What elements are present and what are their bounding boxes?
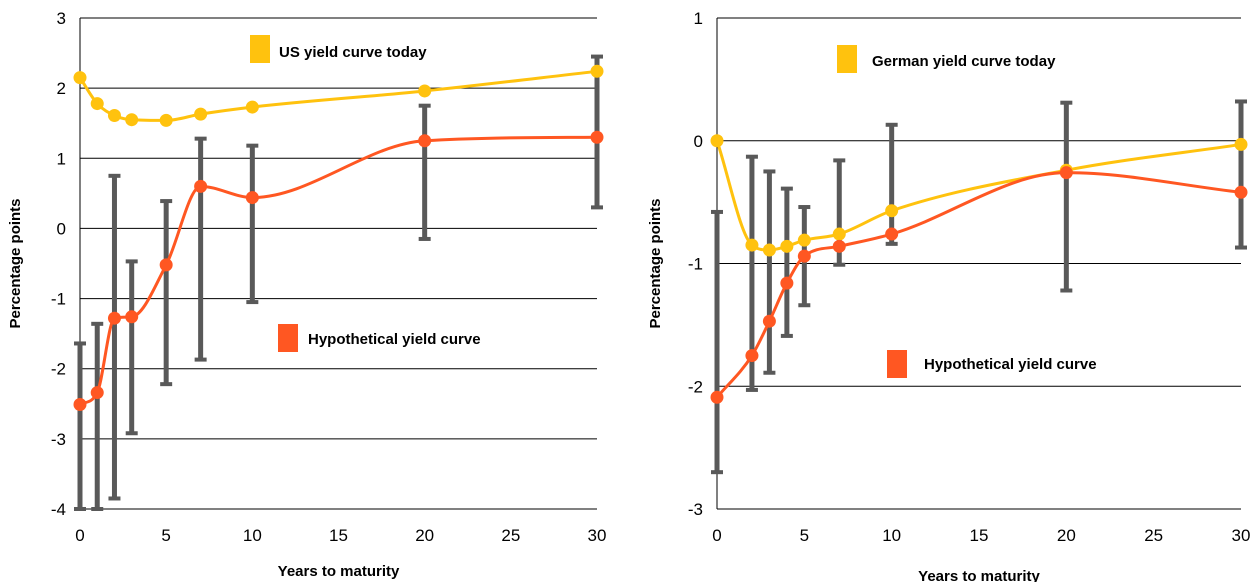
data-point bbox=[832, 239, 846, 253]
y-axis-title: Percentage points bbox=[7, 198, 24, 328]
data-point bbox=[885, 227, 899, 241]
x-tick-label: 10 bbox=[882, 526, 901, 545]
data-point bbox=[590, 130, 604, 144]
x-axis-title: Years to maturity bbox=[278, 563, 400, 580]
data-point bbox=[762, 243, 776, 257]
data-point bbox=[745, 238, 759, 252]
legend-swatch bbox=[887, 350, 907, 378]
y-tick-label: 1 bbox=[694, 9, 703, 28]
data-point bbox=[194, 179, 208, 193]
legend-label: Hypothetical yield curve bbox=[308, 331, 481, 348]
y-tick-label: 1 bbox=[57, 149, 66, 168]
x-tick-label: 20 bbox=[415, 526, 434, 545]
data-point bbox=[710, 134, 724, 148]
y-tick-label: -3 bbox=[51, 430, 66, 449]
y-tick-label: 3 bbox=[57, 9, 66, 28]
data-point bbox=[780, 276, 794, 290]
data-point bbox=[797, 249, 811, 263]
data-point bbox=[107, 311, 121, 325]
x-tick-label: 15 bbox=[970, 526, 989, 545]
data-point bbox=[418, 134, 432, 148]
legend-label: German yield curve today bbox=[872, 53, 1056, 70]
data-point bbox=[245, 100, 259, 114]
x-axis-title: Years to maturity bbox=[918, 568, 1040, 582]
y-tick-label: 0 bbox=[694, 132, 703, 151]
x-tick-label: 15 bbox=[329, 526, 348, 545]
data-point bbox=[710, 390, 724, 404]
y-tick-label: -2 bbox=[51, 360, 66, 379]
data-point bbox=[90, 97, 104, 111]
x-tick-label: 25 bbox=[501, 526, 520, 545]
data-point bbox=[245, 191, 259, 205]
legend-swatch bbox=[837, 45, 857, 73]
x-tick-label: 5 bbox=[800, 526, 809, 545]
data-point bbox=[125, 113, 139, 127]
legend-label: US yield curve today bbox=[279, 44, 427, 61]
x-tick-label: 5 bbox=[161, 526, 170, 545]
legend-swatch bbox=[250, 35, 270, 63]
series-line-1 bbox=[78, 69, 598, 122]
data-point bbox=[90, 386, 104, 400]
x-tick-label: 30 bbox=[588, 526, 607, 545]
y-tick-label: -4 bbox=[51, 500, 66, 519]
data-point bbox=[159, 113, 173, 127]
y-tick-label: -1 bbox=[51, 290, 66, 309]
data-point bbox=[125, 310, 139, 324]
y-tick-label: -3 bbox=[688, 500, 703, 519]
data-point bbox=[780, 239, 794, 253]
y-tick-label: 0 bbox=[57, 219, 66, 238]
x-tick-label: 0 bbox=[75, 526, 84, 545]
data-point bbox=[1059, 166, 1073, 180]
y-tick-label: -2 bbox=[688, 377, 703, 396]
y-tick-label: 2 bbox=[57, 79, 66, 98]
data-point bbox=[1234, 185, 1248, 199]
legend-label: Hypothetical yield curve bbox=[924, 356, 1097, 373]
data-point bbox=[1234, 137, 1248, 151]
y-axis-title: Percentage points bbox=[647, 198, 664, 328]
series-line-2 bbox=[79, 135, 598, 406]
x-tick-label: 30 bbox=[1232, 526, 1251, 545]
y-tick-label: -1 bbox=[688, 255, 703, 274]
data-point bbox=[590, 64, 604, 78]
data-point bbox=[194, 107, 208, 121]
data-point bbox=[885, 204, 899, 218]
data-point bbox=[745, 349, 759, 363]
data-point bbox=[762, 314, 776, 328]
x-tick-label: 0 bbox=[712, 526, 721, 545]
x-tick-label: 20 bbox=[1057, 526, 1076, 545]
data-point bbox=[107, 108, 121, 122]
data-point bbox=[797, 233, 811, 247]
data-point bbox=[418, 84, 432, 98]
data-point bbox=[159, 258, 173, 272]
series-line-1 bbox=[715, 140, 1242, 252]
x-tick-label: 10 bbox=[243, 526, 262, 545]
data-point bbox=[832, 227, 846, 241]
legend-swatch bbox=[278, 324, 298, 352]
x-tick-label: 25 bbox=[1144, 526, 1163, 545]
data-point bbox=[73, 397, 87, 411]
data-point bbox=[73, 71, 87, 85]
